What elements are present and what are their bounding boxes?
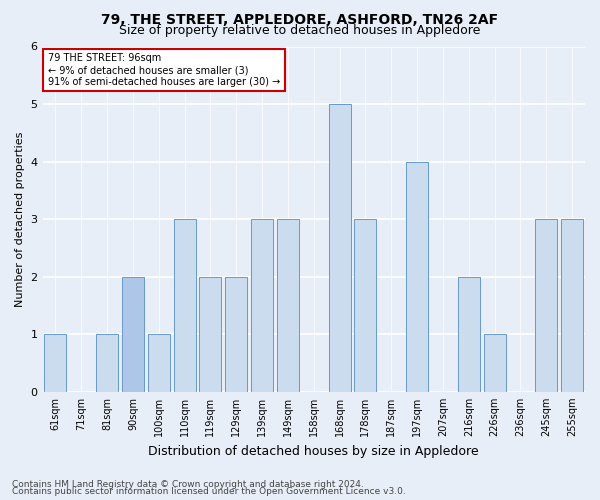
Bar — [561, 219, 583, 392]
Bar — [251, 219, 273, 392]
Bar — [406, 162, 428, 392]
Bar — [458, 276, 480, 392]
Bar — [225, 276, 247, 392]
Bar — [148, 334, 170, 392]
Bar — [355, 219, 376, 392]
X-axis label: Distribution of detached houses by size in Appledore: Distribution of detached houses by size … — [148, 444, 479, 458]
Text: Size of property relative to detached houses in Appledore: Size of property relative to detached ho… — [119, 24, 481, 37]
Bar — [44, 334, 67, 392]
Bar — [329, 104, 350, 392]
Y-axis label: Number of detached properties: Number of detached properties — [15, 132, 25, 307]
Bar — [96, 334, 118, 392]
Bar — [173, 219, 196, 392]
Text: 79 THE STREET: 96sqm
← 9% of detached houses are smaller (3)
91% of semi-detache: 79 THE STREET: 96sqm ← 9% of detached ho… — [48, 54, 280, 86]
Bar — [484, 334, 506, 392]
Bar — [199, 276, 221, 392]
Text: 79, THE STREET, APPLEDORE, ASHFORD, TN26 2AF: 79, THE STREET, APPLEDORE, ASHFORD, TN26… — [101, 12, 499, 26]
Text: Contains public sector information licensed under the Open Government Licence v3: Contains public sector information licen… — [12, 487, 406, 496]
Text: Contains HM Land Registry data © Crown copyright and database right 2024.: Contains HM Land Registry data © Crown c… — [12, 480, 364, 489]
Bar — [535, 219, 557, 392]
Bar — [122, 276, 144, 392]
Bar — [277, 219, 299, 392]
